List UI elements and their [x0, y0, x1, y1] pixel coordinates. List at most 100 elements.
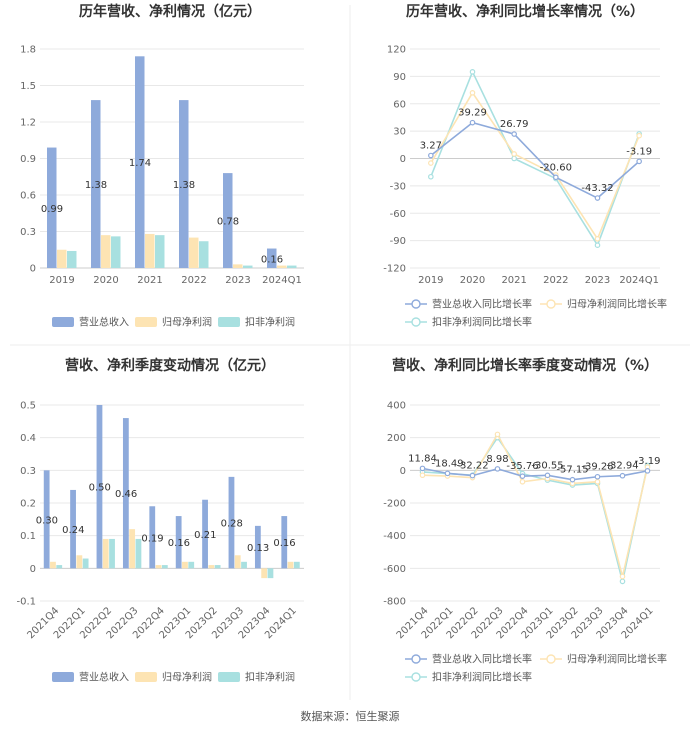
- bar-1-3: [96, 405, 103, 569]
- data-label: -35.76: [506, 461, 538, 472]
- legend-marker: [411, 299, 421, 309]
- legend-item-3[interactable]: 扣非净利润同比增长率: [405, 671, 532, 684]
- bar-1-7: [202, 499, 208, 569]
- bar-2-1: [50, 561, 56, 569]
- legend-marker: [411, 317, 421, 327]
- legend-item-1[interactable]: 营业总收入同比增长率: [405, 298, 532, 311]
- legend-item-2[interactable]: 归母净利润: [135, 316, 212, 329]
- y-tick-label: 30: [393, 127, 406, 138]
- y-tick-label: 0.5: [20, 401, 36, 412]
- y-tick-label: 90: [393, 72, 406, 83]
- bar-2-6: [277, 265, 287, 268]
- data-label: 0.46: [115, 489, 137, 500]
- y-tick-label: 0.6: [20, 191, 36, 202]
- point-2-1: [428, 160, 434, 166]
- legend-item-2[interactable]: 归母净利润同比增长率: [540, 298, 667, 311]
- x-tick-label: 2022: [543, 275, 568, 286]
- bar-2-3: [145, 233, 155, 268]
- y-tick-label: 1.8: [20, 45, 36, 56]
- data-label: 0.30: [36, 515, 58, 526]
- data-label: -3.19: [635, 456, 661, 467]
- data-label: 0.28: [221, 519, 243, 530]
- point-3-5: [594, 242, 601, 248]
- point-1-6: [636, 158, 642, 165]
- bar-3-3: [155, 235, 165, 268]
- y-tick-label: 1.5: [20, 81, 36, 92]
- y-tick-label: 120: [387, 45, 406, 56]
- bar-1-2: [91, 100, 101, 268]
- data-label: 0.78: [217, 217, 239, 228]
- x-tick-label: 2021: [501, 275, 526, 286]
- y-tick-label: 0.3: [20, 227, 36, 238]
- bar-3-2: [111, 236, 121, 268]
- chart-title: 历年营收、净利情况（亿元）: [79, 3, 261, 20]
- series-line-1: [422, 467, 648, 481]
- y-tick-label: 0: [30, 564, 36, 575]
- bar-3-4: [135, 538, 142, 569]
- chart-panel-1: 历年营收、净利情况（亿元） 0 0.3 0.6 0.9 1.2 1.5 1.8 2019 2020…: [20, 3, 304, 329]
- bar-2-5: [155, 565, 162, 569]
- legend-item-1[interactable]: 营业总收入: [52, 671, 129, 684]
- bar-2-3: [102, 538, 109, 569]
- legend-item-3[interactable]: 扣非净利润同比增长率: [405, 316, 532, 329]
- point-1-5: [519, 473, 526, 479]
- point-1-9: [619, 472, 626, 479]
- legend-label: 归母净利润同比增长率: [567, 298, 667, 311]
- point-1-3: [511, 131, 517, 137]
- x-tick-label: 2021: [137, 275, 162, 286]
- bar-1-8: [228, 476, 235, 569]
- legend-item-3[interactable]: 扣非净利润: [218, 671, 295, 684]
- bar-1-4: [122, 418, 129, 569]
- data-label: 1.38: [173, 180, 195, 191]
- x-tick-label: 2020: [460, 275, 485, 286]
- legend-label: 归母净利润: [162, 316, 212, 329]
- legend-item-2[interactable]: 归母净利润: [135, 671, 212, 684]
- y-tick-label: 0: [400, 466, 406, 477]
- point-2-6: [636, 132, 642, 139]
- legend-label: 归母净利润: [162, 671, 212, 684]
- data-label: 8.98: [486, 454, 508, 465]
- y-tick-label: 0.3: [20, 466, 36, 477]
- legend-label: 归母净利润同比增长率: [567, 653, 667, 666]
- bar-2-1: [57, 249, 67, 268]
- bar-3-7: [214, 565, 221, 569]
- bar-3-5: [161, 565, 168, 569]
- legend-item-1[interactable]: 营业总收入: [52, 316, 129, 329]
- y-tick-label: -120: [383, 264, 406, 275]
- legend-swatch: [52, 672, 74, 682]
- x-tick-label: 2020: [93, 275, 118, 286]
- x-tick-label: 2024Q1: [619, 275, 659, 286]
- bar-3-10: [293, 561, 300, 569]
- data-label: 11.84: [408, 453, 437, 464]
- bar-2-2: [76, 555, 83, 569]
- legend-swatch: [218, 317, 240, 327]
- data-label: -20.60: [540, 162, 572, 173]
- bar-1-9: [254, 525, 261, 569]
- data-label: -39.28: [581, 462, 613, 473]
- legend-swatch: [135, 672, 157, 682]
- point-2-8: [594, 478, 601, 485]
- x-tick-label: 2019: [418, 275, 443, 286]
- point-1-5: [594, 195, 601, 201]
- data-label: -32.22: [456, 461, 488, 472]
- legend-marker: [546, 299, 556, 309]
- bar-2-9: [261, 568, 268, 579]
- point-1-8: [594, 473, 601, 480]
- legend-marker: [411, 654, 421, 664]
- legend-item-1[interactable]: 营业总收入同比增长率: [405, 653, 532, 666]
- data-label: 0.99: [41, 204, 63, 215]
- legend-marker: [411, 672, 421, 682]
- point-1-7: [569, 476, 576, 483]
- data-label: -43.32: [581, 183, 613, 194]
- y-tick-label: -600: [383, 564, 406, 575]
- legend-marker: [546, 654, 556, 664]
- bar-2-4: [189, 237, 199, 268]
- series-line-3: [430, 69, 640, 247]
- bar-2-6: [182, 561, 188, 569]
- point-1-4: [494, 466, 501, 472]
- legend-item-3[interactable]: 扣非净利润: [218, 316, 295, 329]
- legend-item-2[interactable]: 归母净利润同比增长率: [540, 653, 667, 666]
- y-tick-label: -30: [390, 181, 406, 192]
- point-2-1: [419, 472, 426, 479]
- legend-swatch: [135, 317, 157, 327]
